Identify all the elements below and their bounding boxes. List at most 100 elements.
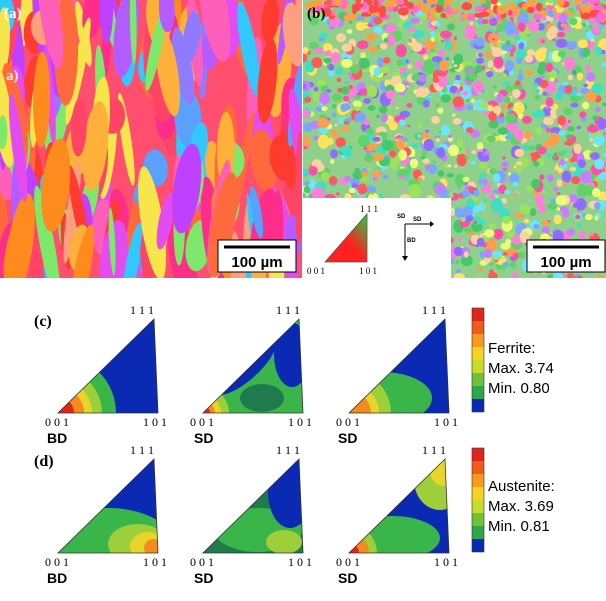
- ebsd-map-b: 1 1 1 0 0 1 1 0 1 SD SD BD 100 µm (b): [303, 0, 606, 278]
- grain-b: [408, 183, 421, 198]
- grain-b: [411, 42, 423, 52]
- grain-b: [376, 114, 380, 119]
- grain-b: [304, 181, 310, 186]
- grain-b: [492, 85, 497, 89]
- grain-b: [308, 15, 319, 26]
- grain-b: [585, 91, 597, 103]
- grain-b: [385, 89, 395, 99]
- grain-b: [334, 67, 344, 75]
- color-scale-step: [472, 347, 484, 360]
- grain-b: [406, 103, 413, 108]
- grain-b: [355, 21, 366, 31]
- grain-b: [383, 38, 389, 43]
- grain-b: [482, 110, 490, 116]
- grain-b: [418, 123, 423, 129]
- grain-b: [598, 171, 606, 181]
- grain-a: [172, 27, 195, 105]
- grain-b: [493, 56, 504, 69]
- grain-b: [572, 70, 577, 75]
- grain-b: [571, 176, 581, 185]
- grain-b: [417, 134, 422, 139]
- grain-b: [349, 64, 360, 74]
- grain-b-top: [576, 4, 581, 11]
- grain-b: [503, 81, 510, 87]
- grain-b: [495, 30, 499, 35]
- grain-b: [567, 126, 575, 132]
- grain-b: [323, 57, 332, 64]
- grain-b: [370, 32, 379, 38]
- scale-bar-label-b: 100 µm: [540, 254, 591, 271]
- grain-b: [547, 274, 555, 278]
- grain-b: [411, 143, 419, 150]
- grain-b: [594, 46, 603, 56]
- pf-c3-direction: SD: [338, 430, 357, 446]
- grain-b: [488, 37, 493, 42]
- grain-b: [546, 93, 551, 97]
- grain-b: [476, 142, 484, 151]
- grain-b: [348, 85, 353, 89]
- grain-b: [548, 132, 560, 146]
- grain-b: [585, 79, 595, 90]
- grain-b: [372, 136, 381, 142]
- grain-b: [501, 161, 509, 168]
- grain-b: [303, 146, 308, 150]
- pf-d2-right: 1 0 1: [288, 555, 312, 569]
- grain-b: [525, 186, 534, 192]
- axis-label-sd-1: SD: [397, 214, 406, 220]
- grain-b: [555, 92, 563, 101]
- grain-b: [516, 57, 523, 64]
- grain-b: [303, 47, 309, 54]
- grain-b: [330, 149, 338, 159]
- grain-b: [407, 64, 413, 69]
- grain-b: [479, 161, 488, 170]
- grain-b-top: [595, 11, 606, 21]
- grain-b: [356, 40, 369, 50]
- legend-title-ferrite: Ferrite:: [488, 340, 536, 357]
- grain-b: [492, 105, 502, 115]
- grain-b: [533, 223, 540, 230]
- grain-b: [328, 63, 335, 71]
- grain-b: [492, 173, 501, 184]
- grain-a: [37, 0, 64, 69]
- grain-b: [602, 102, 606, 107]
- grain-b: [344, 175, 351, 182]
- grain-b: [438, 130, 442, 134]
- grain-b: [448, 191, 454, 199]
- grain-b: [332, 104, 336, 109]
- color-scale-ferrite: [471, 307, 485, 413]
- grain-a: [99, 0, 114, 43]
- grain-b: [331, 112, 337, 118]
- grain-b: [575, 198, 587, 211]
- grain-b: [569, 158, 576, 163]
- grain-b: [575, 214, 581, 220]
- grain-b: [582, 213, 586, 218]
- grain-b: [385, 25, 397, 33]
- grain-b: [311, 57, 323, 69]
- grain-b: [502, 73, 507, 78]
- grain-b-top: [396, 0, 405, 5]
- grain-a: [138, 166, 167, 278]
- grain-b: [448, 102, 452, 106]
- grain-b: [328, 69, 335, 77]
- grain-b: [357, 183, 368, 195]
- grain-b: [417, 177, 423, 182]
- grain-b: [383, 57, 391, 64]
- grain-b: [488, 262, 494, 266]
- grain-b-top: [435, 7, 441, 12]
- grain-b: [523, 218, 530, 224]
- grain-b: [481, 19, 489, 25]
- grain-b: [526, 34, 531, 37]
- grain-b-top: [343, 14, 356, 22]
- grain-b: [347, 100, 352, 104]
- grain-b: [529, 145, 536, 151]
- grain-b-top: [379, 11, 386, 18]
- grain-b: [430, 48, 436, 53]
- grain-b-top: [474, 6, 485, 12]
- grain-b: [429, 31, 436, 37]
- grain-b: [502, 215, 511, 224]
- grain-b: [453, 36, 457, 41]
- grain-b: [367, 85, 378, 98]
- panel-label-a: (a): [4, 6, 22, 22]
- grain-b: [363, 146, 368, 150]
- grain-b: [453, 64, 458, 68]
